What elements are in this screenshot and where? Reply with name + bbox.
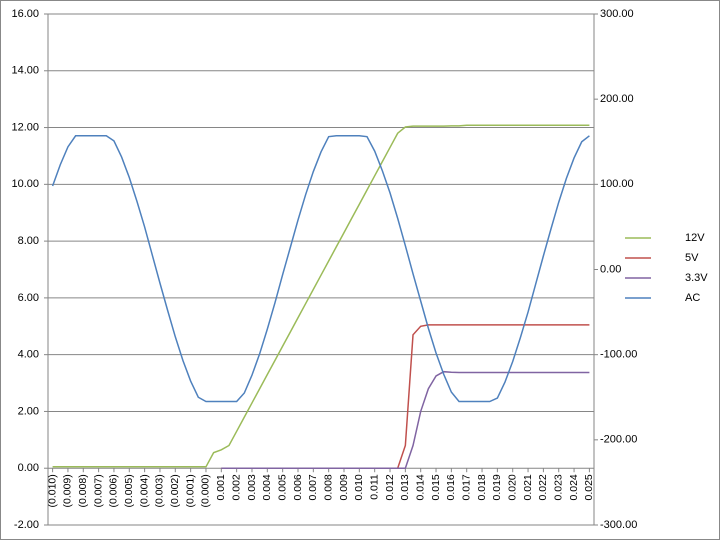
y2-tick-label: 0.00 [600, 263, 621, 275]
y-tick-label: 14.00 [11, 65, 39, 77]
legend-label: 12V [685, 232, 705, 244]
y-tick-label: 16.00 [11, 8, 39, 20]
x-tick-label: 0.012 [384, 474, 396, 500]
x-tick-label: (0.007) [92, 474, 104, 507]
y-tick-label: 0.00 [18, 462, 39, 474]
y-tick-label: 4.00 [18, 349, 39, 361]
x-tick-label: 0.003 [246, 474, 258, 500]
x-tick-label: (0.000) [200, 474, 212, 507]
x-tick-label: 0.009 [338, 474, 350, 500]
x-tick-label: 0.019 [491, 474, 503, 500]
x-tick-label: (0.004) [138, 474, 150, 507]
x-tick-label: 0.016 [445, 474, 457, 500]
x-tick-label: 0.013 [399, 474, 411, 500]
x-tick-label: 0.024 [568, 474, 580, 500]
x-tick-label: 0.020 [506, 474, 518, 500]
y-tick-label: 6.00 [18, 292, 39, 304]
x-tick-label: 0.006 [292, 474, 304, 500]
y2-tick-label: -100.00 [600, 349, 637, 361]
x-tick-label: (0.001) [184, 474, 196, 507]
x-tick-label: 0.001 [215, 474, 227, 500]
x-tick-label: 0.005 [276, 474, 288, 500]
y2-tick-label: -200.00 [600, 434, 637, 446]
x-tick-label: 0.011 [368, 474, 380, 500]
x-tick-label: 0.015 [430, 474, 442, 500]
y2-tick-label: 300.00 [600, 8, 634, 20]
y2-tick-label: 100.00 [600, 178, 634, 190]
series-line [221, 370, 590, 469]
x-tick-label: 0.022 [537, 474, 549, 500]
x-tick-label: 0.004 [261, 474, 273, 500]
x-tick-label: 0.014 [414, 474, 426, 500]
x-tick-label: (0.006) [108, 474, 120, 507]
x-tick-label: 0.025 [583, 474, 595, 500]
y-tick-label: 8.00 [18, 235, 39, 247]
x-tick-label: 0.008 [322, 474, 334, 500]
y-tick-label: -2.00 [14, 519, 39, 531]
y-tick-label: 12.00 [11, 121, 39, 133]
x-tick-label: (0.010) [46, 474, 58, 507]
x-tick-label: (0.008) [77, 474, 89, 507]
x-tick-label: 0.017 [460, 474, 472, 500]
x-tick-label: 0.002 [230, 474, 242, 500]
x-tick-label: (0.003) [154, 474, 166, 507]
x-tick-label: 0.010 [353, 474, 365, 500]
y-tick-label: 2.00 [18, 405, 39, 417]
x-tick-label: 0.007 [307, 474, 319, 500]
legend-label: 3.3V [685, 272, 708, 284]
series-line [51, 135, 590, 403]
x-tick-label: 0.018 [476, 474, 488, 500]
y2-tick-label: -300.00 [600, 519, 637, 531]
x-tick-label: (0.002) [169, 474, 181, 507]
x-tick-label: (0.009) [62, 474, 74, 507]
x-tick-label: 0.023 [553, 474, 565, 500]
x-tick-label: (0.005) [123, 474, 135, 507]
legend-label: AC [685, 292, 700, 304]
y-tick-label: 10.00 [11, 178, 39, 190]
legend-label: 5V [685, 252, 699, 264]
series-line [52, 124, 590, 468]
x-tick-label: 0.021 [522, 474, 534, 500]
y2-tick-label: 200.00 [600, 93, 634, 105]
